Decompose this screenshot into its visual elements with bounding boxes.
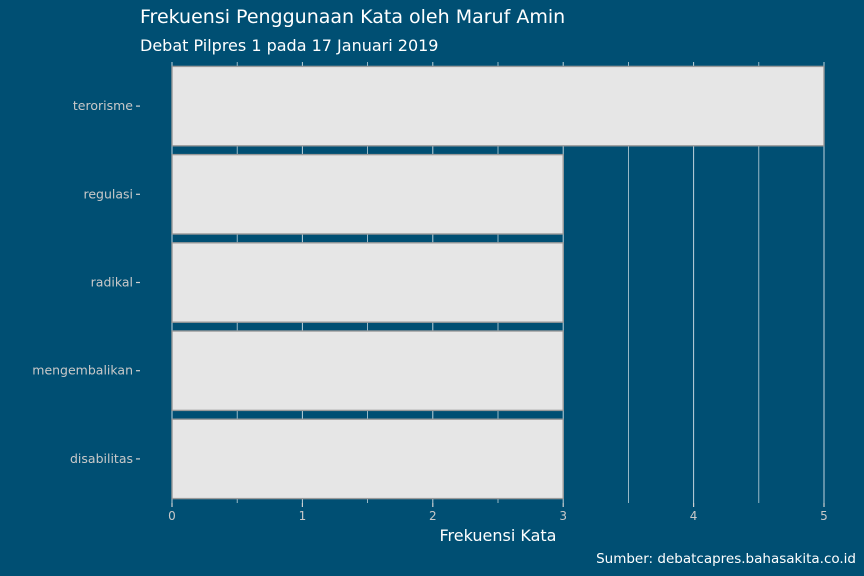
chart-caption: Sumber: debatcapres.bahasakita.co.id: [596, 551, 856, 567]
x-tick-label: 3: [559, 509, 567, 523]
bars: [171, 65, 825, 500]
x-axis: 0 1 2 3 4 5: [168, 503, 828, 523]
bar-radikal: [171, 242, 564, 323]
x-tick-label: 4: [690, 509, 698, 523]
y-tick-label-mengembalikan: mengembalikan: [32, 363, 133, 378]
y-tick-label-radikal: radikal: [91, 275, 133, 290]
bar-terorisme: [171, 65, 825, 147]
chart-title: Frekuensi Penggunaan Kata oleh Maruf Ami…: [140, 6, 565, 28]
x-tick-label: 2: [429, 509, 437, 523]
y-tick-label-disabilitas: disabilitas: [70, 451, 133, 466]
y-tick-label-regulasi: regulasi: [83, 186, 133, 201]
bar-mengembalikan: [171, 330, 564, 412]
bar-disabilitas: [171, 418, 564, 500]
x-tick-label: 0: [168, 509, 176, 523]
bar-regulasi: [171, 153, 564, 235]
chart-subtitle: Debat Pilpres 1 pada 17 Januari 2019: [140, 36, 438, 55]
x-axis-label: Frekuensi Kata: [440, 526, 557, 545]
y-axis: terorisme regulasi radikal mengembalikan dis…: [32, 98, 140, 466]
x-tick-label: 5: [820, 509, 828, 523]
y-tick-label-terorisme: terorisme: [73, 98, 133, 113]
x-tick-label: 1: [299, 509, 307, 523]
